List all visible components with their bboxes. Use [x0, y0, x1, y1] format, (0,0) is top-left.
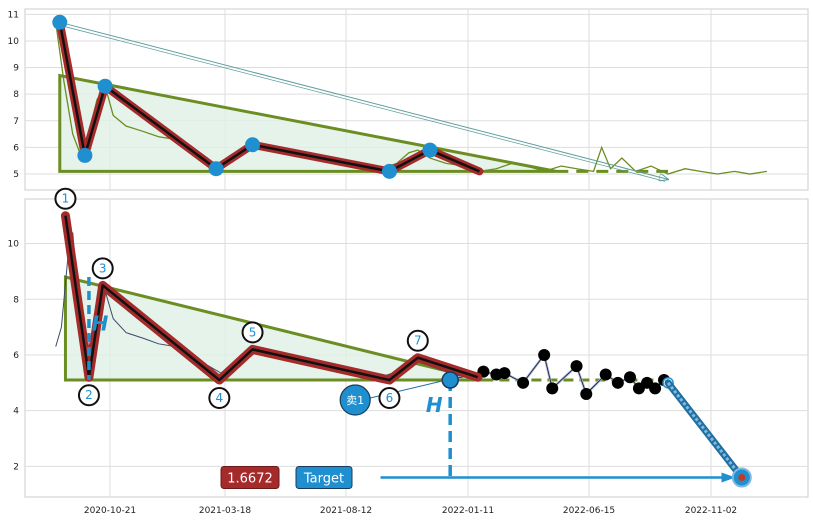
detail-pivot-label-circle	[91, 257, 114, 280]
overview-ytick-label: 6	[13, 143, 19, 153]
detail-xtick-label: 2021-03-18	[199, 506, 252, 516]
overview-pivot-point	[245, 137, 261, 153]
overview-diagonal-arrow-edge	[59, 24, 666, 182]
overview-pivot-point	[381, 163, 397, 179]
detail-future-point	[570, 360, 583, 373]
detail-breakout-badge	[339, 384, 371, 416]
detail-pivot-label-circle	[54, 187, 77, 210]
detail-panel: 2 4 6 8 10 2020-10-21 2021-03-18 2021-08-12 2022…	[8, 187, 809, 516]
overview-diagonal-arrow	[59, 21, 668, 179]
overview-panel: 5 6 7 8 9 10 11	[8, 8, 809, 191]
overview-ytick-label: 7	[13, 117, 19, 127]
detail-pivot-label: 2	[85, 388, 93, 402]
detail-pivot-label: 1	[62, 192, 70, 206]
detail-future-point	[498, 367, 511, 380]
detail-xtick-label: 2022-06-15	[563, 506, 615, 516]
detail-future-point	[580, 387, 593, 400]
target-badge-text: Target	[303, 472, 344, 487]
overview-zigzag-inner	[58, 22, 480, 173]
detail-future-point	[546, 382, 559, 395]
detail-zigzag-inner	[64, 215, 479, 382]
detail-projection-label: H	[426, 393, 443, 417]
detail-future-point	[538, 348, 551, 361]
overview-ytick-label: 5	[13, 170, 19, 180]
detail-pivot-label-circle	[208, 387, 231, 410]
overview-ytick-label: 10	[8, 37, 20, 47]
detail-future-point	[624, 371, 637, 384]
detail-target-point-core	[738, 474, 746, 482]
detail-pivot-label-circle	[378, 387, 401, 410]
detail-ytick-label: 6	[13, 351, 19, 361]
overview-pivot-point	[208, 161, 224, 177]
detail-xtick-label: 2022-11-02	[685, 506, 737, 516]
detail-height-label: H	[92, 312, 109, 336]
value-badge-text: 1.6672	[227, 472, 273, 487]
detail-future-point	[649, 382, 662, 395]
detail-breakout-label: 卖1	[346, 394, 364, 407]
overview-pivot-point	[77, 147, 93, 163]
value-badge	[220, 466, 280, 490]
detail-pivot-label-circle	[241, 321, 264, 344]
detail-xtick-label: 2021-08-12	[320, 506, 372, 516]
detail-triangle	[63, 275, 484, 382]
detail-target-arrow-outer	[664, 379, 746, 482]
detail-future-point	[599, 368, 612, 381]
detail-pivot-label: 6	[386, 391, 394, 405]
detail-pivot-label-circle	[77, 384, 100, 407]
target-badge	[295, 466, 353, 490]
detail-future-point	[611, 376, 624, 389]
detail-ytick-label: 4	[13, 407, 19, 417]
detail-ytick-label: 2	[13, 462, 19, 472]
detail-xtick-label: 2022-01-11	[442, 506, 494, 516]
overview-pivot-point	[422, 142, 438, 158]
detail-breakout-point	[441, 371, 459, 389]
detail-pivot-label: 5	[249, 325, 257, 339]
detail-xtick-label: 2020-10-21	[84, 506, 136, 516]
overview-pivot-point	[97, 78, 113, 94]
detail-pivot-label-circle	[406, 329, 429, 352]
detail-pivot-label: 3	[99, 261, 107, 275]
detail-pivot-label: 7	[414, 334, 422, 348]
overview-ytick-label: 9	[13, 64, 19, 74]
detail-ytick-label: 10	[8, 240, 20, 250]
detail-ytick-label: 8	[13, 295, 19, 305]
overview-pivot-point	[52, 14, 68, 30]
detail-future-point	[517, 376, 530, 389]
overview-ytick-label: 11	[8, 10, 19, 20]
detail-pivot-label: 4	[216, 391, 224, 405]
overview-ytick-label: 8	[13, 90, 19, 100]
